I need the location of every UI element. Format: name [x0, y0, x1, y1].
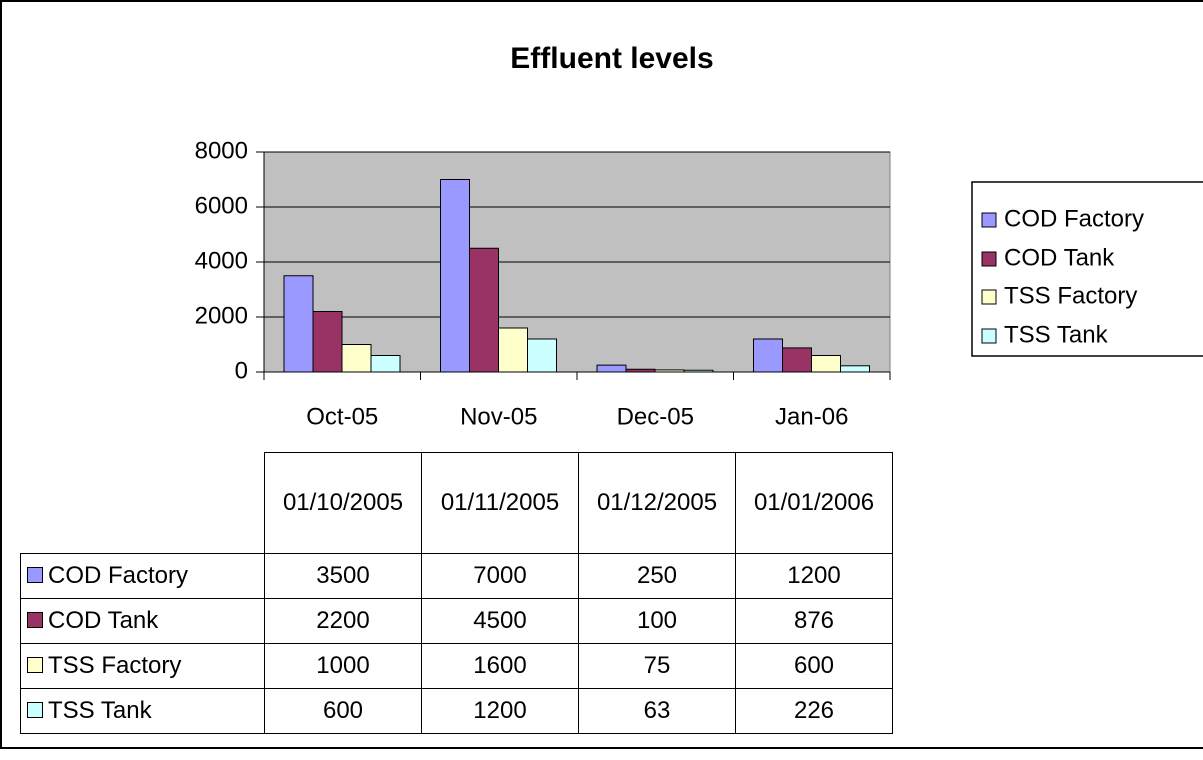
y-tick-label: 4000 — [195, 247, 248, 274]
legend — [971, 181, 1203, 357]
bar — [782, 347, 812, 373]
bar — [811, 355, 841, 373]
bar — [341, 344, 372, 373]
table-value: 226 — [735, 688, 893, 734]
legend-label: COD Factory — [1004, 205, 1144, 232]
table-value: 876 — [735, 598, 893, 644]
table-value: 75 — [578, 643, 736, 689]
legend-key — [981, 251, 997, 267]
legend-label: COD Tank — [1004, 244, 1115, 271]
bar — [683, 369, 714, 373]
bar — [283, 275, 314, 373]
table-key — [27, 701, 43, 718]
table-value: 7000 — [421, 553, 579, 599]
y-tick-label: 2000 — [195, 302, 248, 329]
table-series-cell: TSS Tank — [20, 688, 265, 734]
table-value: 1000 — [264, 643, 422, 689]
table-corner — [20, 452, 265, 554]
data-table: 01/10/2005 01/11/2005 01/12/2005 01/01/2006… — [20, 452, 893, 734]
table-header: 01/11/2005 — [421, 452, 579, 554]
table-header: 01/10/2005 — [264, 452, 422, 554]
table-value: 3500 — [264, 553, 422, 599]
legend-key — [981, 289, 997, 305]
table-value: 100 — [578, 598, 736, 644]
table-value: 2200 — [264, 598, 422, 644]
y-tick-label: 6000 — [195, 192, 248, 219]
bar — [370, 355, 401, 373]
bar — [440, 179, 470, 373]
table-series-name: TSS Tank — [48, 697, 152, 724]
x-tick-label: Nov-05 — [460, 403, 537, 430]
bar — [654, 369, 685, 373]
y-tick-label: 8000 — [195, 137, 248, 164]
bar — [753, 338, 783, 373]
bar — [527, 338, 557, 373]
chart-title: Effluent levels — [510, 42, 713, 75]
table-value: 1200 — [735, 553, 893, 599]
table-series-name: TSS Factory — [48, 652, 182, 679]
bar — [498, 327, 528, 373]
table-header: 01/01/2006 — [735, 452, 893, 554]
table-value: 600 — [264, 688, 422, 734]
table-key — [27, 566, 43, 583]
table-row: TSS Tank 600 1200 63 226 — [20, 688, 893, 734]
legend-label: TSS Tank — [1004, 321, 1109, 348]
x-tick-label: Jan-06 — [775, 403, 848, 430]
x-tick-label: Dec-05 — [617, 403, 694, 430]
table-value: 250 — [578, 553, 736, 599]
table-value: 600 — [735, 643, 893, 689]
bar — [625, 368, 656, 373]
table-series-cell: COD Factory — [20, 553, 265, 599]
table-series-cell: COD Tank — [20, 598, 265, 644]
table-value: 63 — [578, 688, 736, 734]
bar — [469, 247, 499, 373]
table-header-row: 01/10/2005 01/11/2005 01/12/2005 01/01/2006 — [20, 452, 893, 554]
table-series-name: COD Factory — [48, 562, 189, 589]
table-row: COD Factory 3500 7000 250 1200 — [20, 553, 893, 599]
y-tick-label: 0 — [235, 357, 248, 384]
table-series-cell: TSS Factory — [20, 643, 265, 689]
table-value: 1200 — [421, 688, 579, 734]
table-series-name: COD Tank — [48, 607, 159, 634]
table-value: 4500 — [421, 598, 579, 644]
table-value: 1600 — [421, 643, 579, 689]
bar — [840, 365, 870, 373]
table-header: 01/12/2005 — [578, 452, 736, 554]
legend-key — [981, 212, 997, 228]
table-key — [27, 656, 43, 673]
x-tick-label: Oct-05 — [306, 403, 378, 430]
legend-key — [981, 328, 997, 344]
table-row: TSS Factory 1000 1600 75 600 — [20, 643, 893, 689]
table-key — [27, 611, 43, 628]
bar — [596, 364, 627, 373]
table-row: COD Tank 2200 4500 100 876 — [20, 598, 893, 644]
legend-label: TSS Factory — [1004, 282, 1137, 309]
bar — [312, 311, 343, 373]
